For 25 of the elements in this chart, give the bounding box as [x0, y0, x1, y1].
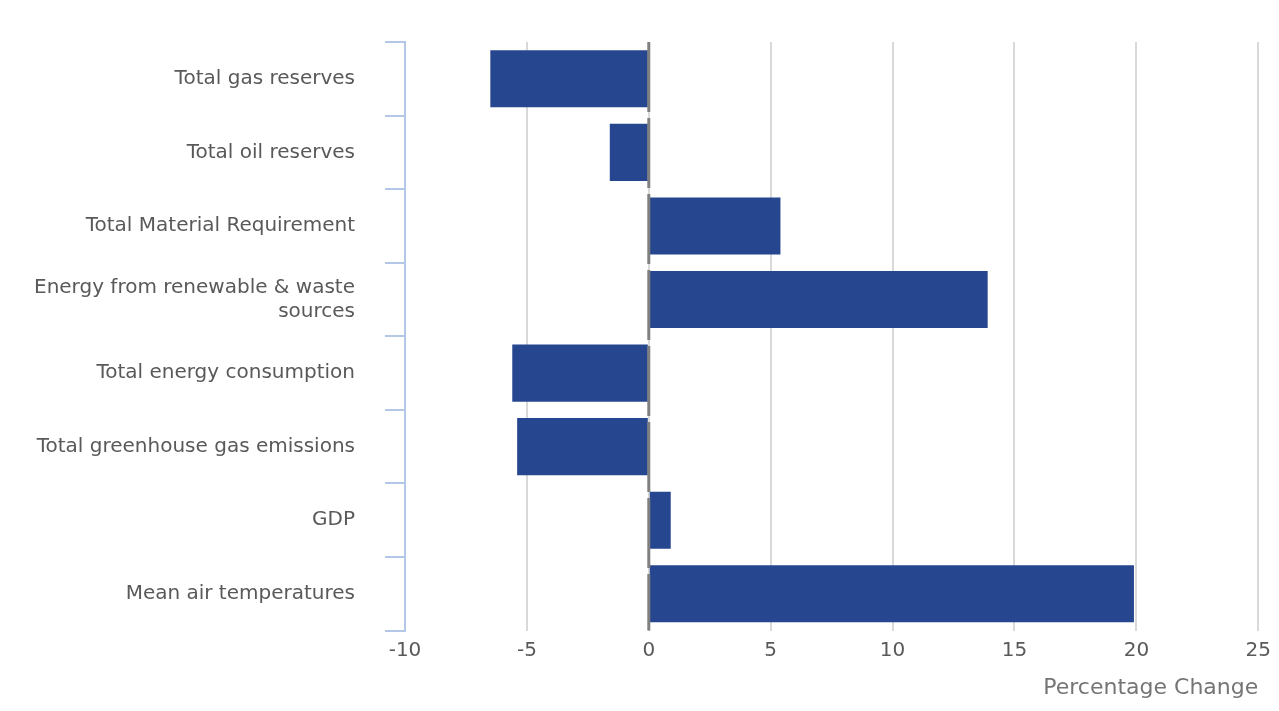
y-tick-label: Total energy consumption: [95, 359, 356, 384]
x-tick-label: 0: [642, 636, 656, 661]
y-tick-label: GDP: [312, 506, 356, 531]
x-axis-title: Percentage Change: [1043, 673, 1259, 699]
x-tick-label: 25: [1245, 636, 1271, 661]
bar: [649, 270, 988, 329]
x-tick-label: 5: [764, 636, 778, 661]
x-tick-label: 20: [1123, 636, 1150, 661]
x-tick-label: -10: [388, 636, 422, 661]
bar: [512, 344, 648, 402]
x-tick-label: 15: [1001, 636, 1028, 661]
bar: [649, 491, 671, 549]
y-tick-label: Energy from renewable & waste sources: [33, 273, 356, 322]
bar: [649, 197, 781, 255]
y-tick-label: Total greenhouse gas emissions: [35, 432, 356, 457]
bar: [490, 50, 648, 108]
y-tick-label: Total oil reserves: [185, 138, 356, 163]
bar: [649, 565, 1134, 623]
y-tick-label: Total Material Requirement: [84, 212, 356, 237]
y-tick-label: Mean air temperatures: [125, 580, 356, 605]
x-tick-label: -5: [516, 636, 537, 661]
bar: [517, 418, 648, 476]
bar: [609, 123, 648, 181]
x-tick-label: 10: [879, 636, 906, 661]
y-tick-label: Total gas reserves: [173, 64, 356, 89]
